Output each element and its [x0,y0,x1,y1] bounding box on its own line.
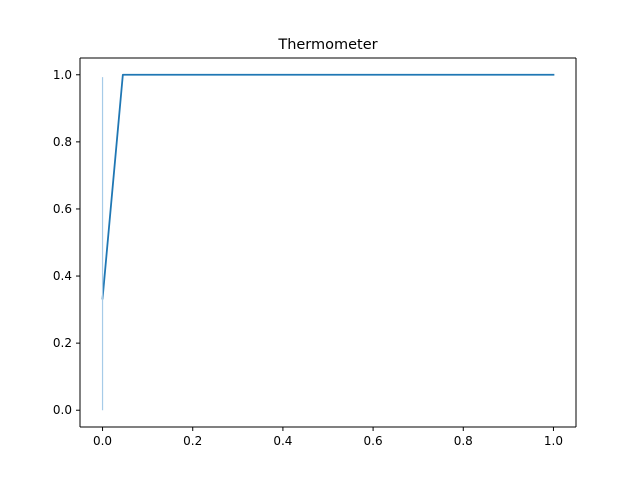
y-tick-label: 0.0 [53,403,72,417]
series-line [101,73,555,300]
x-tick-label: 1.0 [544,434,563,448]
axes: 0.0 0.2 0.4 0.6 0.8 1.0 0.0 0.2 0.4 0.6 0.8 1.0 [53,57,577,448]
x-tick-label: 0.0 [93,434,112,448]
y-tick-label: 0.4 [53,269,72,283]
y-tick-label: 1.0 [53,68,72,82]
y-tick-label: 0.2 [53,336,72,350]
x-tick-label: 0.6 [364,434,383,448]
y-tick-label: 0.8 [53,135,72,149]
x-tick-label: 0.2 [183,434,202,448]
chart-title: Thermometer [277,37,377,53]
x-tick-label: 0.8 [454,434,473,448]
y-tick-label: 0.6 [53,202,72,216]
plot-area [101,73,555,411]
x-tick-label: 0.4 [273,434,292,448]
